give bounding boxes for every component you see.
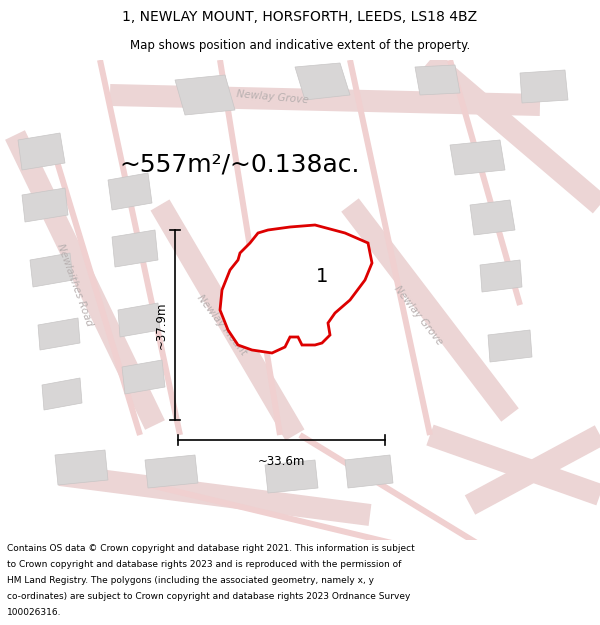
Polygon shape	[450, 140, 505, 175]
Text: Contains OS data © Crown copyright and database right 2021. This information is : Contains OS data © Crown copyright and d…	[7, 544, 415, 553]
Polygon shape	[149, 482, 401, 548]
Polygon shape	[341, 198, 519, 422]
Text: Newlay Mount: Newlay Mount	[195, 292, 249, 357]
Polygon shape	[423, 52, 600, 213]
Polygon shape	[295, 63, 350, 100]
Polygon shape	[55, 450, 108, 485]
Polygon shape	[480, 260, 522, 292]
Polygon shape	[347, 59, 433, 436]
Polygon shape	[175, 75, 235, 115]
Polygon shape	[52, 154, 143, 436]
Text: co-ordinates) are subject to Crown copyright and database rights 2023 Ordnance S: co-ordinates) are subject to Crown copyr…	[7, 592, 410, 601]
Polygon shape	[465, 426, 600, 514]
Polygon shape	[118, 303, 160, 337]
Polygon shape	[217, 59, 283, 436]
Text: Newlay Grove: Newlay Grove	[236, 89, 308, 105]
Text: ~557m²/~0.138ac.: ~557m²/~0.138ac.	[120, 153, 360, 177]
Text: 1: 1	[316, 268, 328, 286]
Polygon shape	[42, 378, 82, 410]
Polygon shape	[112, 230, 158, 267]
Text: 100026316.: 100026316.	[7, 608, 62, 617]
Text: ~33.6m: ~33.6m	[258, 455, 305, 468]
Text: Newlaithes Road: Newlaithes Road	[55, 242, 95, 328]
Polygon shape	[427, 424, 600, 506]
Polygon shape	[108, 173, 152, 210]
Polygon shape	[18, 133, 65, 170]
Polygon shape	[220, 225, 372, 353]
Text: Map shows position and indicative extent of the property.: Map shows position and indicative extent…	[130, 39, 470, 51]
Polygon shape	[265, 460, 318, 493]
Polygon shape	[38, 318, 80, 350]
Polygon shape	[22, 188, 68, 222]
Polygon shape	[59, 464, 371, 526]
Text: 1, NEWLAY MOUNT, HORSFORTH, LEEDS, LS18 4BZ: 1, NEWLAY MOUNT, HORSFORTH, LEEDS, LS18 …	[122, 10, 478, 24]
Polygon shape	[345, 455, 393, 488]
Polygon shape	[97, 59, 183, 436]
Text: to Crown copyright and database rights 2023 and is reproduced with the permissio: to Crown copyright and database rights 2…	[7, 560, 401, 569]
Polygon shape	[151, 199, 304, 441]
Polygon shape	[5, 130, 165, 430]
Polygon shape	[110, 84, 540, 116]
Polygon shape	[298, 432, 482, 548]
Text: ~37.9m: ~37.9m	[155, 301, 167, 349]
Text: Newlay Grove: Newlay Grove	[392, 283, 444, 347]
Polygon shape	[122, 360, 165, 394]
Polygon shape	[145, 455, 198, 488]
Polygon shape	[488, 330, 532, 362]
Polygon shape	[415, 65, 460, 95]
Polygon shape	[30, 253, 73, 287]
Text: HM Land Registry. The polygons (including the associated geometry, namely x, y: HM Land Registry. The polygons (includin…	[7, 576, 374, 585]
Polygon shape	[470, 200, 515, 235]
Polygon shape	[278, 233, 338, 289]
Polygon shape	[520, 70, 568, 103]
Polygon shape	[447, 59, 523, 306]
